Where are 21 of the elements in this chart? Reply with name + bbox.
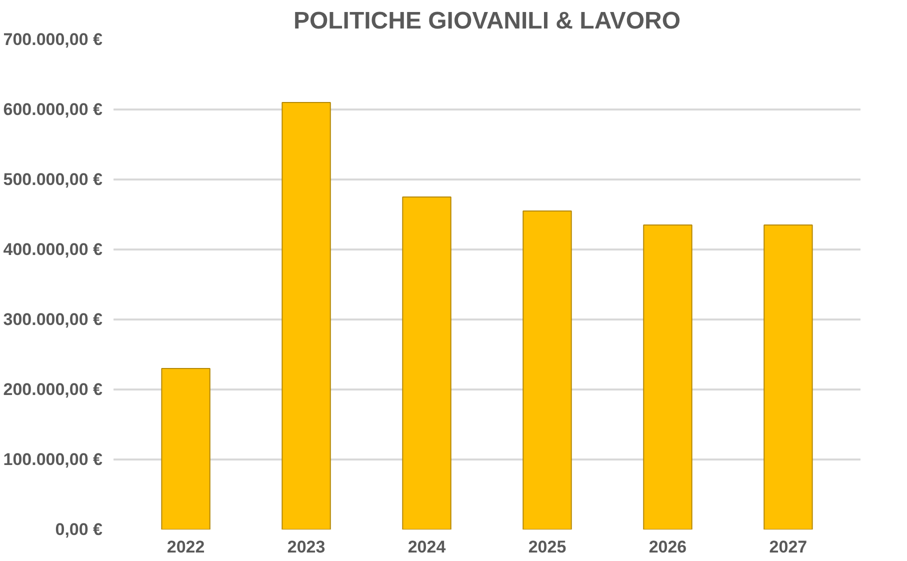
bar	[282, 102, 331, 530]
x-tick-label: 2023	[287, 538, 326, 556]
y-tick-label: 0,00 €	[55, 520, 104, 539]
y-tick-label: 300.000,00 €	[3, 310, 104, 329]
y-tick-label: 400.000,00 €	[3, 240, 104, 259]
x-tick-label: 2024	[408, 538, 446, 556]
bar	[522, 210, 572, 530]
chart-title: POLITICHE GIOVANILI & LAVORO	[293, 8, 681, 34]
y-tick-label: 700.000,00 €	[3, 30, 104, 49]
x-tick-label: 2025	[528, 538, 566, 556]
y-tick-label: 500.000,00 €	[3, 170, 104, 189]
x-tick-label: 2022	[166, 538, 205, 556]
bar	[402, 196, 452, 530]
bar	[764, 224, 813, 530]
y-tick-label: 100.000,00 €	[3, 450, 104, 469]
bar	[161, 368, 210, 530]
y-tick-label: 200.000,00 €	[3, 380, 104, 399]
x-tick-label: 2026	[648, 538, 687, 556]
bar	[643, 224, 692, 530]
x-tick-label: 2027	[769, 538, 808, 556]
y-tick-label: 600.000,00 €	[3, 100, 104, 119]
